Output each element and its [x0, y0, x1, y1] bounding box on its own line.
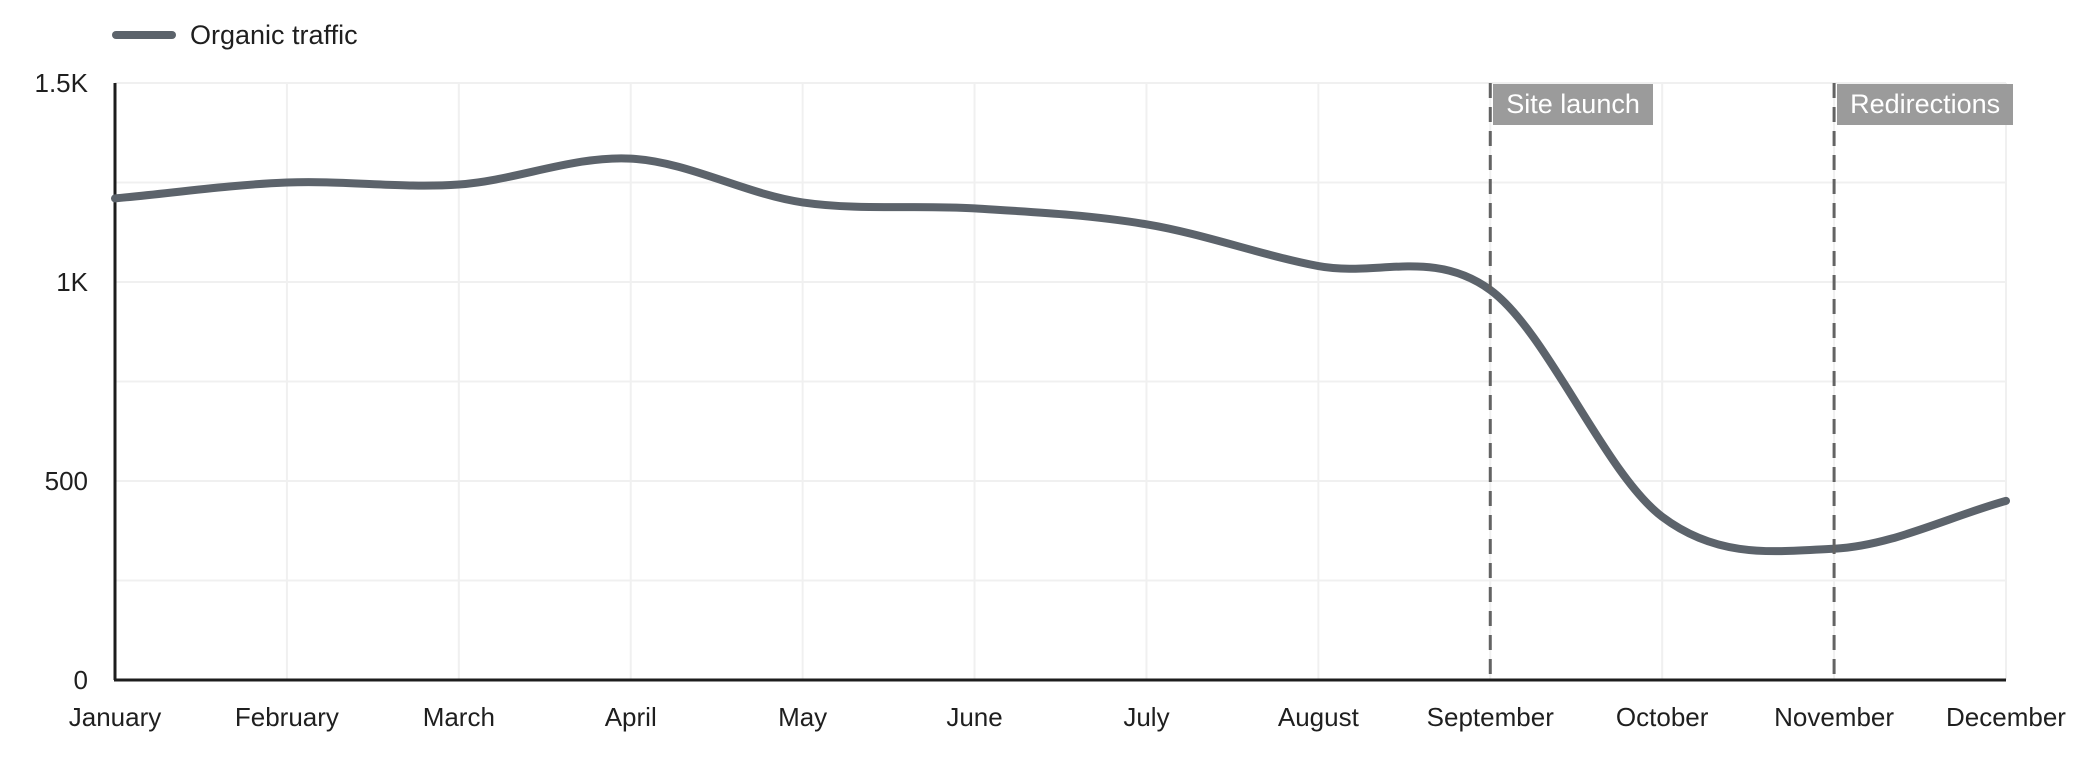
x-axis-month-label: March — [422, 702, 495, 732]
annotation-label-site-launch: Site launch — [1493, 84, 1653, 125]
y-axis-tick-label: 1K — [56, 267, 88, 297]
x-axis-month-label: July — [1123, 702, 1170, 732]
y-axis-tick-label: 0 — [73, 665, 88, 695]
x-axis-month-label: June — [946, 702, 1003, 732]
x-axis-month-label: November — [1774, 702, 1895, 732]
organic-traffic-line — [111, 154, 2010, 556]
x-axis-month-label: April — [604, 702, 657, 732]
annotation-label-redirections: Redirections — [1837, 84, 2014, 125]
x-axis-month-label: January — [68, 702, 162, 732]
x-axis-month-label: May — [778, 702, 828, 732]
x-axis-month-label: October — [1615, 702, 1709, 732]
legend-line-swatch-icon — [112, 31, 176, 39]
y-axis-tick-label: 1.5K — [34, 68, 89, 98]
y-axis-tick-label: 500 — [44, 466, 88, 496]
x-axis-month-label: December — [1946, 702, 2066, 732]
x-axis-month-label: August — [1277, 702, 1359, 732]
x-axis-month-label: September — [1426, 702, 1554, 732]
chart-legend: Organic traffic — [112, 18, 358, 52]
x-axis-month-label: February — [234, 702, 339, 732]
legend-series-label: Organic traffic — [190, 19, 358, 50]
